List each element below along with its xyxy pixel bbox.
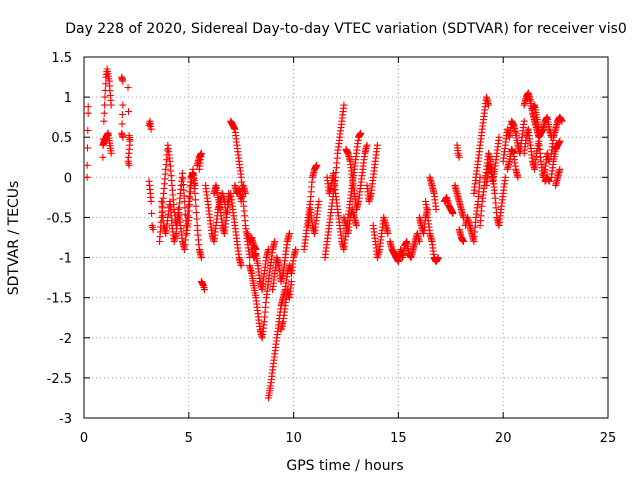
x-tick-label: 10 xyxy=(285,431,302,446)
axis-ticks xyxy=(83,56,609,419)
x-tick-label: 20 xyxy=(495,431,512,446)
y-tick-label: 0.5 xyxy=(51,131,72,146)
x-tick-labels: 0 5 10 15 20 25 xyxy=(80,431,616,446)
x-axis-label: GPS time / hours xyxy=(286,458,403,474)
y-tick-label: 1 xyxy=(64,91,72,106)
data-marks xyxy=(83,65,566,402)
y-tick-label: -0.5 xyxy=(47,211,72,226)
x-tick-label: 5 xyxy=(185,431,193,446)
y-axis-label: SDTVAR / TECUs xyxy=(6,181,22,296)
sdtvar-plus-markers xyxy=(83,65,566,402)
x-tick-label: 0 xyxy=(80,431,88,446)
y-tick-label: -1 xyxy=(59,252,72,267)
plot-frame xyxy=(83,56,609,419)
y-tick-label: 0 xyxy=(64,171,72,186)
y-tick-label: 1.5 xyxy=(51,51,72,66)
chart-title: Day 228 of 2020, Sidereal Day-to-day VTE… xyxy=(65,21,627,37)
x-tick-label: 15 xyxy=(390,431,407,446)
y-tick-label: -3 xyxy=(59,412,72,427)
x-tick-label: 25 xyxy=(600,431,617,446)
y-tick-label: -2 xyxy=(59,332,72,347)
y-tick-label: -2.5 xyxy=(47,372,72,387)
y-tick-labels: -3 -2.5 -2 -1.5 -1 -0.5 0 0.5 1 1.5 xyxy=(47,51,72,427)
y-tick-label: -1.5 xyxy=(47,292,72,307)
